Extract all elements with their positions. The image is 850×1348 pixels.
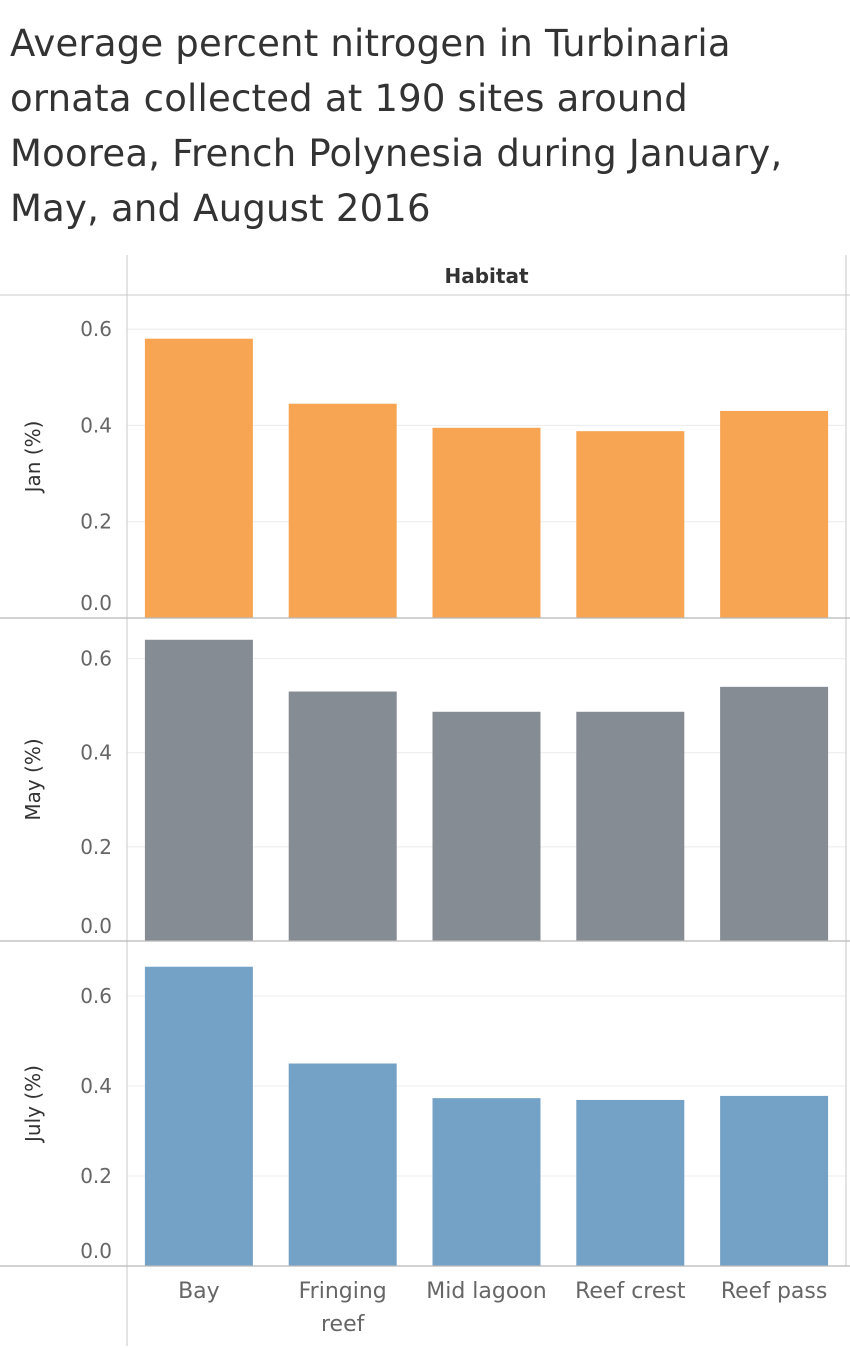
bar (432, 1098, 541, 1266)
bar (576, 1099, 685, 1266)
y-tick-label: 0.0 (80, 1239, 112, 1263)
category-label: Mid lagoon (426, 1279, 546, 1304)
bar (288, 691, 397, 941)
y-tick-label: 0.6 (80, 317, 112, 341)
labels-layer: Habitat 0.0 0.2 0.4 0.6 Jan (%) 0.0 0.2 0.4 0.6 Ma… (21, 264, 827, 1337)
row-label: May (%) (21, 738, 45, 820)
bar (288, 403, 397, 618)
bar (576, 711, 685, 941)
row-label: July (%) (21, 1065, 45, 1144)
bar (144, 338, 253, 618)
category-label: Reef crest (575, 1279, 686, 1304)
row-label: Jan (%) (21, 421, 45, 495)
y-tick-label: 0.2 (80, 835, 112, 859)
y-tick-label: 0.6 (80, 984, 112, 1008)
bar (432, 427, 541, 618)
bar (144, 639, 253, 941)
y-tick-label: 0.4 (80, 1074, 112, 1098)
column-header: Habitat (444, 264, 528, 288)
category-label: Fringing reef (299, 1279, 387, 1337)
bar (288, 1063, 397, 1266)
y-tick-label: 0.0 (80, 591, 112, 615)
bar (720, 410, 829, 618)
category-label: Reef pass (721, 1279, 827, 1304)
chart-title: Average percent nitrogen in Turbinaria o… (10, 22, 783, 230)
bar (576, 431, 685, 618)
frame-layer (0, 255, 850, 1346)
bar (144, 966, 253, 1266)
bar (720, 686, 829, 941)
bar (720, 1095, 829, 1266)
bar (432, 711, 541, 941)
y-tick-label: 0.2 (80, 510, 112, 534)
y-tick-label: 0.0 (80, 914, 112, 938)
y-tick-label: 0.2 (80, 1164, 112, 1188)
y-tick-label: 0.4 (80, 741, 112, 765)
y-tick-label: 0.4 (80, 413, 112, 437)
category-label: Bay (178, 1279, 220, 1304)
y-tick-label: 0.6 (80, 647, 112, 671)
bars-layer (144, 338, 829, 1266)
